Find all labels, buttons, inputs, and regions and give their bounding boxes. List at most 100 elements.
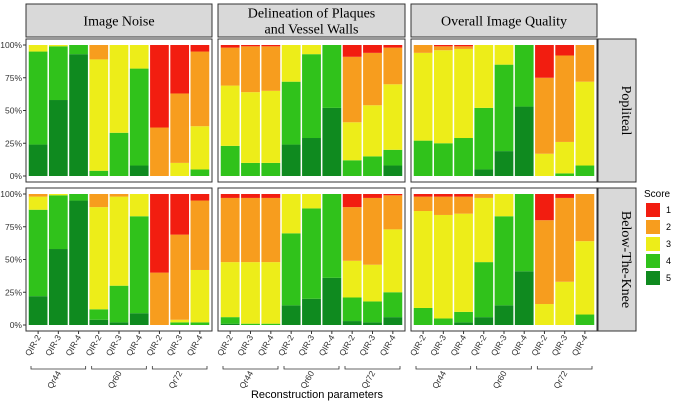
bar-segment-score-3 (190, 126, 210, 170)
bar-segment-score-4 (261, 323, 281, 325)
bar-segment-score-4 (433, 143, 453, 176)
bar-segment-score-3 (433, 50, 453, 144)
bar-segment-score-4 (413, 140, 433, 176)
bar-segment-score-3 (89, 59, 109, 171)
bar-segment-score-4 (220, 317, 240, 324)
bar-segment-score-4 (514, 45, 534, 107)
bar-segment-score-2 (220, 47, 240, 86)
bar-segment-score-3 (170, 162, 190, 176)
bar-segment-score-4 (129, 68, 149, 166)
x-tick-label: QIR-4 (317, 333, 337, 358)
x-tick-label: QIR-3 (104, 333, 124, 358)
bar-segment-score-4 (261, 162, 281, 176)
legend-label: 2 (666, 222, 671, 232)
bar-segment-score-4 (28, 209, 48, 297)
bar-segment-score-3 (302, 194, 321, 209)
bar-segment-score-1 (241, 45, 260, 47)
legend: Score 1 2 3 4 5 (644, 189, 671, 285)
bar-segment-score-4 (494, 64, 514, 152)
group-label: Qr60 (106, 369, 124, 391)
column-strip-label: and Vessel Walls (264, 23, 358, 38)
bar-segment-score-4 (342, 160, 362, 176)
y-tick-label: 25% (5, 287, 22, 297)
y-tick-label: 0% (10, 171, 23, 181)
bar-segment-score-3 (454, 48, 473, 139)
bar-segment-score-4 (48, 195, 68, 250)
column-strip-label: Delineation of Plaques (248, 7, 376, 22)
bar-segment-score-4 (474, 107, 494, 170)
bar-segment-score-3 (281, 194, 301, 234)
bar-segment-score-3 (383, 84, 403, 150)
bar-segment-score-1 (190, 194, 210, 201)
row-strip-below-the-knee (597, 187, 637, 332)
bar-segment-score-3 (535, 153, 554, 176)
column-strip-label: Overall Image Quality (441, 15, 567, 30)
bar-segment-score-5 (514, 106, 534, 176)
bar-segment-score-1 (363, 45, 382, 53)
bar-segment-score-2 (575, 194, 595, 242)
bar-segment-score-5 (220, 323, 240, 325)
bar-segment-score-4 (190, 169, 210, 176)
bar-segment-score-1 (433, 45, 453, 47)
bar-segment-score-2 (241, 197, 260, 263)
legend-label: 4 (666, 256, 671, 266)
bar-segment-score-2 (474, 194, 494, 198)
bar-segment-score-4 (129, 216, 149, 314)
x-tick-label: QIR-2 (23, 333, 43, 358)
group-label: Qr72 (166, 369, 184, 391)
bar-segment-score-2 (555, 197, 575, 282)
bar-segment-score-4 (302, 208, 321, 299)
bar-segment-score-5 (28, 296, 48, 325)
bar-segment-score-5 (383, 317, 403, 325)
panel-below-the-knee-delineation-of-plaques-and-vessel-walls (217, 187, 406, 332)
bar-segment-score-5 (89, 319, 109, 325)
legend-label: 3 (666, 239, 671, 249)
bar-segment-score-3 (89, 207, 109, 310)
x-tick-label: QIR-2 (469, 333, 489, 358)
y-tick-label: 0% (10, 320, 23, 330)
x-tick-label: QIR-2 (408, 333, 428, 358)
bar-segment-score-3 (109, 196, 129, 286)
x-tick-label: QIR-2 (529, 333, 549, 358)
group-bracket (344, 366, 401, 370)
column-strip-overall-image-quality (410, 3, 598, 38)
bar-segment-score-4 (383, 149, 403, 166)
bar-segment-score-5 (28, 144, 48, 176)
bar-segment-score-3 (241, 262, 260, 324)
bar-segment-score-4 (281, 81, 301, 145)
x-tick-label: QIR-4 (378, 333, 398, 358)
bar-segment-score-2 (89, 45, 109, 60)
column-strip-image-noise (25, 3, 213, 38)
group-bracket (283, 366, 340, 370)
bar-segment-score-3 (28, 45, 48, 52)
bar-segment-score-1 (383, 194, 403, 196)
bar-segment-score-3 (575, 241, 595, 315)
bar-segment-score-3 (48, 45, 68, 47)
x-tick-label: QIR-3 (549, 333, 569, 358)
bar-segment-score-4 (363, 301, 382, 323)
bar-segment-score-2 (433, 46, 453, 51)
legend-swatch-score-5 (646, 271, 660, 285)
bar-segment-score-2 (190, 200, 210, 270)
bar-segment-score-4 (281, 233, 301, 306)
bar-segment-score-1 (170, 45, 190, 94)
bar-segment-score-2 (342, 56, 362, 123)
x-tick-label: QIR-4 (570, 333, 590, 358)
bar-segment-score-4 (190, 322, 210, 325)
bar-segment-score-1 (433, 194, 453, 197)
bar-segment-score-3 (474, 45, 494, 108)
bar-segment-score-1 (261, 194, 281, 198)
legend-swatch-score-4 (646, 254, 660, 268)
bar-segment-score-5 (383, 165, 403, 176)
bar-segment-score-2 (454, 196, 473, 214)
bar-segment-score-1 (261, 45, 281, 47)
y-tick-label: 75% (5, 222, 22, 232)
bar-segment-score-1 (150, 45, 169, 128)
bar-segment-score-4 (413, 307, 433, 325)
bar-segment-score-1 (454, 194, 473, 197)
bar-segment-score-2 (220, 197, 240, 263)
group-label: Qr44 (237, 369, 255, 391)
x-tick-label: QIR-3 (357, 333, 377, 358)
